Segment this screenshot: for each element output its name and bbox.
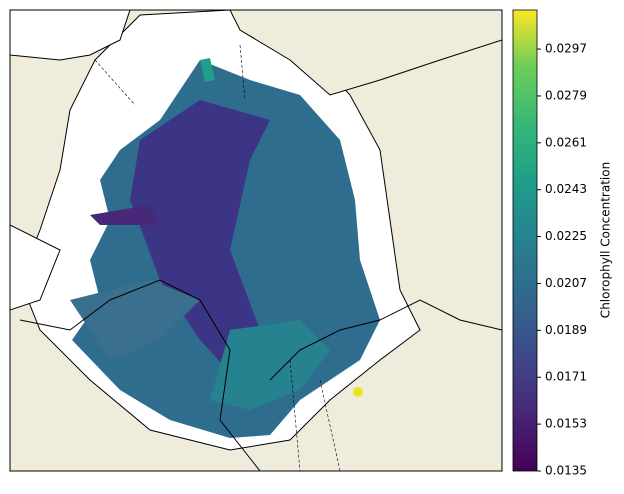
colorbar-tick-label: 0.0243 [545,182,587,196]
chlorophyll-mid [210,320,330,410]
coastline [19,279,261,471]
colorbar-tick-label: 0.0189 [545,323,587,337]
chlorophyll-archipelago [90,205,160,225]
colorbar-tick-label: 0.0135 [545,464,587,478]
siberia [229,10,502,96]
colorbar-tick-label: 0.0261 [545,135,587,149]
colorbar-tick-label: 0.0207 [545,276,587,290]
pacific [10,10,131,61]
colorbar-tick-label: 0.0297 [545,42,587,56]
colorbar-tick-label: 0.0279 [545,88,587,102]
border [94,44,341,471]
chlorophyll-low [130,100,290,400]
coastline [269,299,502,381]
hudson [10,224,61,311]
map-frame [9,9,503,472]
colorbar [512,9,538,472]
colorbar-tick-label: 0.0225 [545,229,587,243]
chlorophyll-high [353,387,363,397]
colorbar-tick-label: 0.0171 [545,370,587,384]
map [10,10,502,471]
chlorophyll-shelf [70,280,200,360]
colorbar-label: Chlorophyll Concentration [599,162,613,318]
colorbar-tick-label: 0.0153 [545,417,587,431]
chlorophyll-strait [200,58,215,82]
